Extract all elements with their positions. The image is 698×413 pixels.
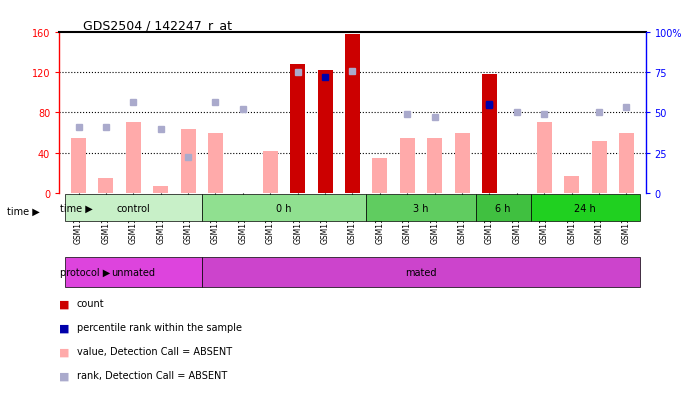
Bar	[400, 138, 415, 193]
Text: GDS2504 / 142247_r_at: GDS2504 / 142247_r_at	[83, 19, 232, 32]
Text: 3 h: 3 h	[413, 203, 429, 213]
Bar	[318, 71, 333, 193]
Bar	[262, 151, 278, 193]
Text: unmated: unmated	[111, 268, 155, 278]
Text: control: control	[117, 203, 150, 213]
Text: ■: ■	[59, 323, 70, 332]
Text: value, Detection Call = ABSENT: value, Detection Call = ABSENT	[77, 347, 232, 356]
Text: 6 h: 6 h	[496, 203, 511, 213]
Text: time ▶: time ▶	[7, 206, 40, 216]
Text: ■: ■	[59, 347, 70, 356]
Bar	[126, 123, 141, 193]
Bar	[366, 195, 476, 221]
Text: 24 h: 24 h	[574, 203, 596, 213]
Bar	[619, 133, 634, 193]
Bar	[202, 258, 640, 287]
Bar	[65, 195, 202, 221]
Bar	[564, 176, 579, 193]
Bar	[208, 133, 223, 193]
Bar	[537, 123, 552, 193]
Bar	[65, 258, 202, 287]
Bar	[530, 195, 640, 221]
Bar	[482, 75, 497, 193]
Text: count: count	[77, 299, 105, 309]
Text: percentile rank within the sample: percentile rank within the sample	[77, 323, 242, 332]
Bar	[202, 195, 366, 221]
Bar	[153, 186, 168, 193]
Bar	[181, 130, 195, 193]
Bar	[591, 141, 607, 193]
Text: time ▶: time ▶	[60, 203, 93, 213]
Bar	[372, 158, 387, 193]
Bar	[71, 138, 86, 193]
Text: ■: ■	[59, 299, 70, 309]
Text: mated: mated	[406, 268, 437, 278]
Text: 0 h: 0 h	[276, 203, 292, 213]
Bar	[345, 35, 360, 193]
Bar	[476, 195, 530, 221]
Text: ■: ■	[59, 370, 70, 380]
Bar	[290, 65, 305, 193]
Bar	[454, 133, 470, 193]
Bar	[427, 138, 443, 193]
Text: rank, Detection Call = ABSENT: rank, Detection Call = ABSENT	[77, 370, 227, 380]
Bar	[98, 178, 114, 193]
Text: protocol ▶: protocol ▶	[60, 268, 110, 278]
